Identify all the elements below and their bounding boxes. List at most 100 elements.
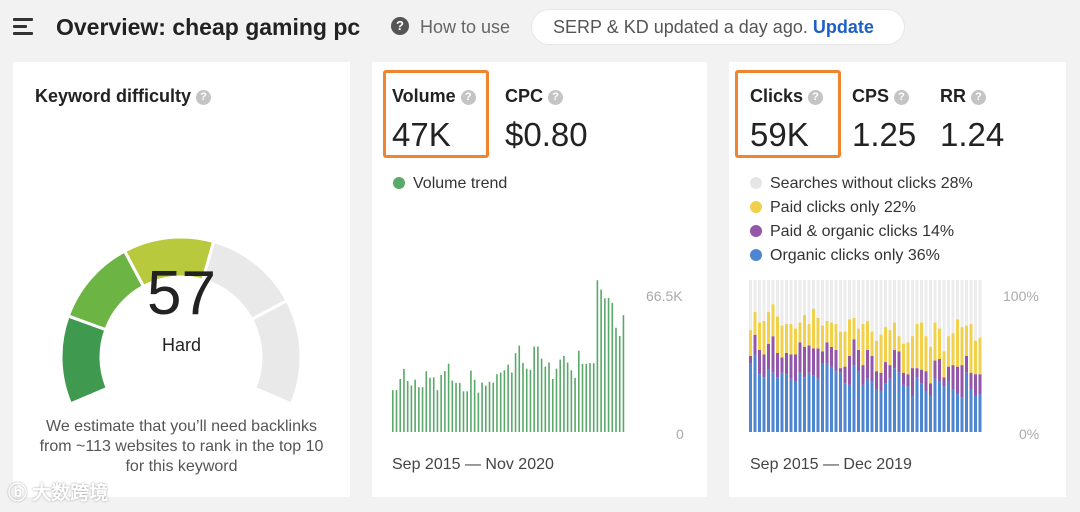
paid-bar [825,321,829,343]
organic-bar [753,354,757,432]
organic-bar [893,368,896,432]
volume-bar [596,280,599,432]
cps-value: 1.25 [852,116,917,153]
volume-bar [511,372,513,432]
organic-bar [902,384,905,432]
volume-bar [395,390,398,432]
paid-bar [857,328,860,350]
paid-bar [924,336,928,372]
organic-bar [960,397,964,432]
paid-organic-bar [942,377,946,387]
paid-organic-bar [785,352,788,375]
organic-bar [852,365,856,432]
kd-label: Keyword difficulty [35,86,192,106]
clicks-distribution-chart [749,280,982,432]
legend-paid-organic: Paid & organic clicks 14% [750,223,954,241]
organic-bar [906,386,910,432]
paid-bar [915,324,919,369]
paid-bar [893,322,896,350]
paid-bar [789,324,793,355]
volume-bar [533,346,535,432]
volume-bar [570,370,573,432]
paid-bar [942,351,946,378]
rr-label: RR [940,86,966,106]
help-icon[interactable]: ? [391,17,409,35]
page-title: Overview: cheap gaming pc [56,14,361,40]
paid-organic-bar [956,366,959,394]
volume-bar [559,359,561,432]
organic-bar [929,395,932,432]
rr-help-icon[interactable]: ? [971,90,986,105]
volume-value: 47K [392,116,451,153]
paid-bar [807,324,811,346]
paid-bar [852,318,856,340]
paid-bar [758,322,761,350]
paid-bar [812,308,815,349]
cps-label: CPS [852,86,890,106]
organic-bar [780,372,784,432]
volume-bar [485,385,487,432]
organic-bar [875,389,878,432]
paid-organic-bar [888,365,892,379]
kd-help-icon[interactable]: ? [196,90,212,105]
organic-bar [848,384,851,432]
volume-bar [406,381,409,432]
volume-bar [421,387,424,432]
cpc-help-icon[interactable]: ? [548,90,564,105]
volume-bar [518,345,521,432]
paid-bar [933,322,937,361]
volume-legend: Volume trend [393,175,507,193]
organic-bar [897,372,901,432]
organic-bar [951,389,955,432]
clicks-help-icon[interactable]: ? [808,90,824,105]
paid-organic-bar [897,351,901,373]
volume-bar [514,353,517,432]
volume-help-icon[interactable]: ? [460,90,476,105]
paid-bar [830,322,833,347]
legend-dot [750,201,762,213]
paid-organic-bar [821,351,824,364]
cpc-label: CPC [505,86,544,106]
paid-bar [929,346,932,384]
volume-bar [563,355,565,432]
organic-bar [794,381,797,432]
paid-organic-bar [857,349,860,372]
paid-bar [870,331,874,356]
volume-bar [507,364,509,432]
volume-bar [392,390,394,432]
organic-bar [830,366,833,432]
volume-bar [436,390,439,432]
organic-bar [915,377,919,432]
how-to-use-link[interactable]: How to use [420,17,511,37]
paid-bar [798,322,802,343]
update-link[interactable]: Update [812,17,874,37]
organic-bar [798,372,802,432]
organic-bar [843,383,847,432]
volume-bar [525,368,528,432]
paid-bar [794,328,797,355]
paid-organic-bar [915,368,919,378]
paid-organic-bar [771,336,775,373]
paid-bar [875,340,878,372]
volume-bar [537,346,539,432]
paid-organic-bar [861,365,865,385]
organic-bar [933,378,937,432]
volume-bar [496,374,498,432]
legend-label: Paid clicks only 22% [770,199,916,216]
paid-organic-bar [848,356,851,385]
volume-bar [410,385,413,432]
paid-organic-bar [758,349,761,375]
paid-organic-bar [843,366,847,384]
volume-card: Volume? 47K CPC? $0.80 Volume trend 66.5… [372,62,707,497]
cps-help-icon[interactable]: ? [894,90,910,105]
organic-bar [888,378,892,432]
paid-bar [843,331,847,367]
paid-organic-bar [933,360,937,379]
paid-organic-bar [803,346,806,378]
volume-bar [618,336,621,432]
volume-bar [432,377,435,432]
volume-highlight [383,70,489,158]
menu-icon[interactable] [13,18,33,35]
legend-dot [393,177,405,189]
organic-bar [816,378,820,432]
